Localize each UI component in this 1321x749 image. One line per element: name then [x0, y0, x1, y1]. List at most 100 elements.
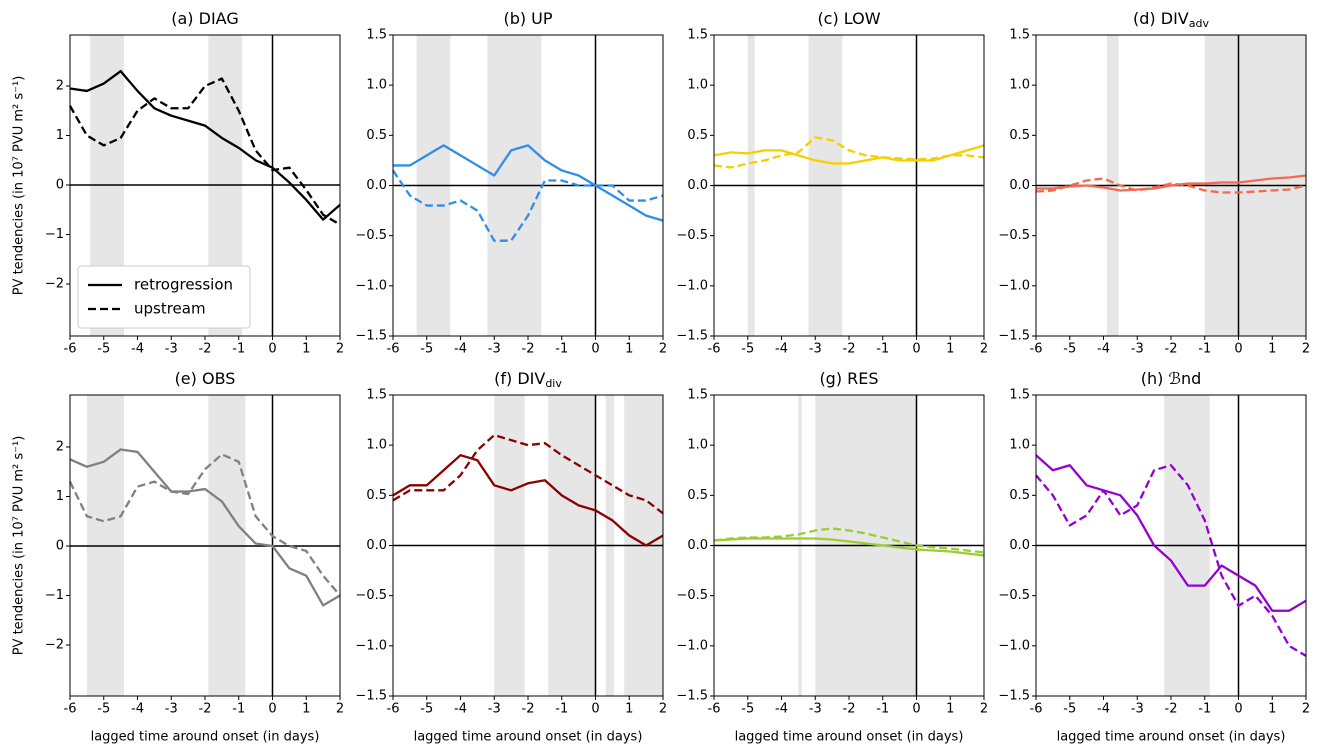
y-axis-label: PV tendencies (in 10⁷ PVU m² s⁻¹)	[12, 76, 27, 296]
y-tick-label: 1.5	[687, 28, 708, 43]
title-text: (b) UP	[503, 9, 552, 28]
y-tick-label: −1	[45, 227, 64, 242]
x-tick-label: -3	[488, 342, 501, 357]
legend-label: retrogression	[134, 276, 233, 294]
x-axis-label: lagged time around onset (in days)	[1057, 730, 1286, 745]
x-axis-label: lagged time around onset (in days)	[414, 730, 643, 745]
y-tick-label: −1.0	[355, 278, 387, 293]
panel-title: (d) DIVadv	[1133, 9, 1209, 31]
y-tick-label: 1.0	[366, 78, 387, 93]
title-subscript: adv	[1189, 17, 1210, 30]
x-tick-label: 2	[1302, 342, 1310, 357]
series-line	[69, 448, 341, 607]
x-tick-label: -3	[488, 702, 501, 717]
series-line	[1035, 454, 1307, 612]
y-tick-label: 0.5	[1009, 488, 1030, 503]
y-tick-label: 2	[56, 78, 64, 93]
y-tick-label: 1.5	[366, 28, 387, 43]
x-tick-label: -3	[165, 342, 178, 357]
legend-box	[77, 265, 251, 329]
series-line	[1036, 174, 1307, 192]
y-tick-label: −2	[45, 277, 64, 292]
panel-title: (b) UP	[503, 9, 552, 28]
x-tick-label: -2	[199, 702, 212, 717]
x-tick-label: -3	[1131, 342, 1144, 357]
y-tick-label: −1.5	[998, 329, 1030, 344]
x-tick-label: 1	[1268, 342, 1276, 357]
title-subscript: div	[545, 377, 562, 390]
x-tick-label: -2	[843, 342, 856, 357]
x-tick-label: 1	[302, 342, 310, 357]
y-tick-label: 0.0	[366, 178, 387, 193]
x-tick-label: 0	[1234, 342, 1242, 357]
y-tick-label: 1.5	[366, 388, 387, 403]
title-text: (c) LOW	[817, 9, 880, 28]
series-line	[69, 69, 341, 221]
panel-title: (c) LOW	[817, 9, 880, 28]
title-text: (a) DIAG	[171, 9, 238, 28]
x-tick-label: -2	[1165, 342, 1178, 357]
x-tick-label: 1	[625, 702, 633, 717]
x-tick-label: -6	[708, 342, 721, 357]
y-tick-label: −1.5	[355, 689, 387, 704]
series-line	[392, 433, 664, 515]
x-tick-label: 1	[946, 702, 954, 717]
x-tick-label: 1	[302, 702, 310, 717]
y-tick-label: 1.0	[1009, 78, 1030, 93]
series-line	[68, 453, 341, 597]
x-tick-label: -1	[232, 702, 245, 717]
series-line	[713, 537, 985, 557]
x-tick-label: -6	[387, 702, 400, 717]
x-axis-label: lagged time around onset (in days)	[91, 730, 320, 745]
y-tick-label: 1.5	[1009, 388, 1030, 403]
x-tick-label: -4	[454, 342, 467, 357]
y-axis-label: PV tendencies (in 10⁷ PVU m² s⁻¹)	[12, 436, 27, 656]
x-tick-label: -1	[876, 702, 889, 717]
x-tick-label: -4	[454, 702, 467, 717]
y-tick-label: −1.0	[676, 278, 708, 293]
x-tick-label: -5	[97, 342, 110, 357]
x-axis-label: lagged time around onset (in days)	[735, 730, 964, 745]
y-tick-label: 1.5	[687, 388, 708, 403]
x-tick-label: 2	[659, 702, 667, 717]
y-tick-label: −0.5	[355, 228, 387, 243]
x-tick-label: 1	[946, 342, 954, 357]
y-tick-label: 0.5	[687, 488, 708, 503]
y-tick-label: −0.5	[355, 588, 387, 603]
y-tick-label: 1.0	[687, 438, 708, 453]
x-tick-label: -2	[843, 702, 856, 717]
y-tick-label: −1.0	[676, 638, 708, 653]
y-tick-label: 2	[56, 439, 64, 454]
series-line	[1035, 177, 1307, 194]
x-tick-label: -6	[1030, 342, 1043, 357]
x-tick-label: -1	[232, 342, 245, 357]
x-tick-label: -3	[165, 702, 178, 717]
x-tick-label: 1	[625, 342, 633, 357]
series-line	[713, 136, 985, 169]
x-tick-label: 2	[659, 342, 667, 357]
x-tick-label: -1	[1198, 342, 1211, 357]
y-tick-label: −1.5	[998, 689, 1030, 704]
title-text: (f) DIV	[494, 369, 545, 388]
x-tick-label: -5	[1063, 702, 1076, 717]
series-line	[1035, 464, 1307, 657]
title-text: (h) ℬnd	[1141, 369, 1202, 388]
x-tick-label: -4	[1097, 702, 1110, 717]
y-tick-label: −0.5	[676, 588, 708, 603]
x-tick-label: -6	[387, 342, 400, 357]
series-line	[392, 169, 664, 242]
x-tick-label: -1	[876, 342, 889, 357]
x-tick-label: -4	[775, 702, 788, 717]
x-tick-label: 0	[591, 342, 599, 357]
y-tick-label: 1	[56, 128, 64, 143]
y-tick-label: 0.0	[366, 538, 387, 553]
x-tick-label: 2	[1302, 702, 1310, 717]
x-tick-label: -2	[522, 342, 535, 357]
x-tick-label: -1	[1198, 702, 1211, 717]
x-tick-label: -4	[131, 702, 144, 717]
y-tick-label: −1.5	[355, 329, 387, 344]
x-tick-label: -5	[741, 342, 754, 357]
y-tick-label: −1	[45, 588, 64, 603]
x-tick-label: -2	[1165, 702, 1178, 717]
